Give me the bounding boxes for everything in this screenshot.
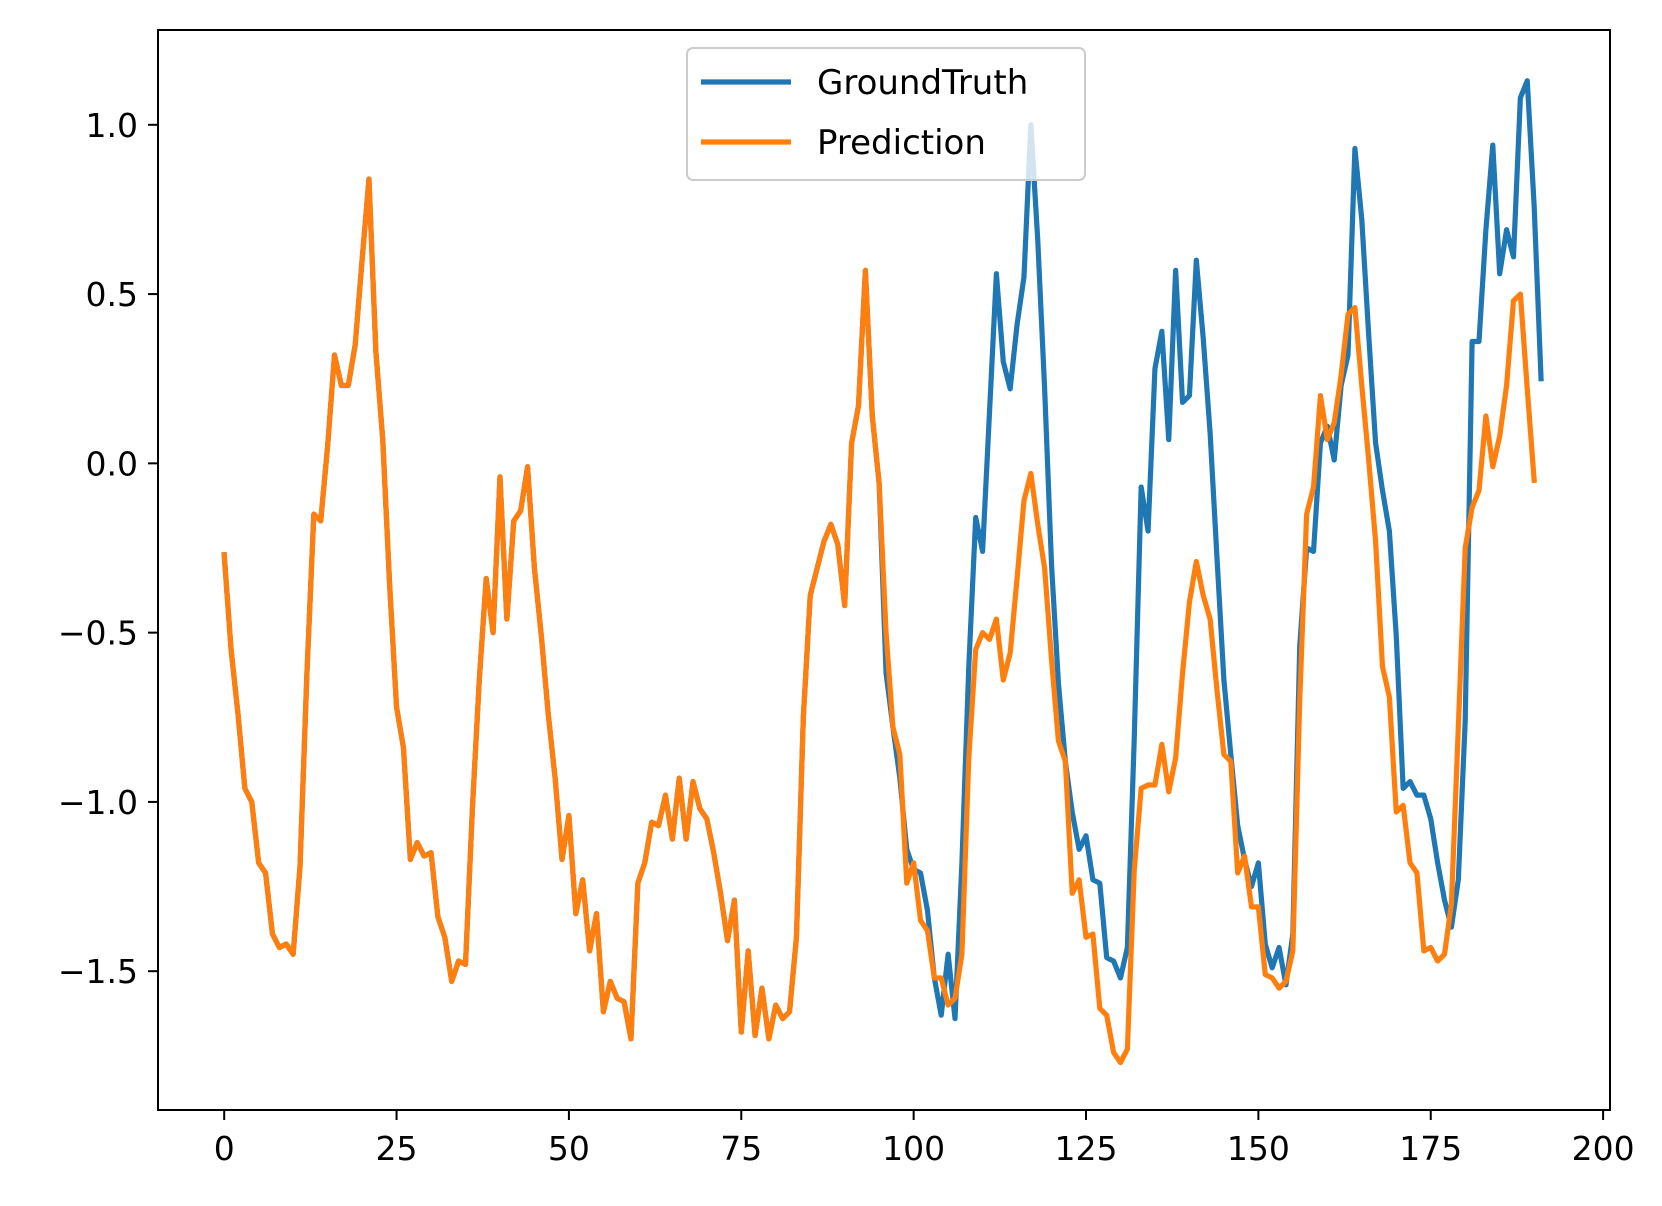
legend: GroundTruth Prediction <box>686 47 1086 181</box>
x-tick-label: 75 <box>720 1129 762 1168</box>
x-tick-label: 0 <box>214 1129 235 1168</box>
x-tick-label: 25 <box>376 1129 418 1168</box>
plot-frame <box>157 29 1611 1111</box>
y-tick-label: −0.5 <box>58 614 138 653</box>
y-tick-label: 0.5 <box>86 275 138 314</box>
y-tick-label: 0.0 <box>86 444 138 483</box>
plot-lines <box>221 78 1544 1066</box>
x-tick-label: 50 <box>548 1129 590 1168</box>
legend-label-groundtruth: GroundTruth <box>817 63 1028 103</box>
legend-label-prediction: Prediction <box>817 123 986 163</box>
x-tick-label: 200 <box>1572 1129 1635 1168</box>
x-tick-label: 150 <box>1227 1129 1290 1168</box>
axes: 0 25 50 75 100 125 150 175 200 −1.5 −1.0 −0.5 0.0 0.5… <box>58 29 1635 1168</box>
series-line-prediction <box>221 176 1537 1066</box>
y-tick-label: −1.0 <box>58 783 138 822</box>
y-tick-label: −1.5 <box>58 952 138 991</box>
y-tick-label: 1.0 <box>86 106 138 145</box>
x-tick-label: 175 <box>1399 1129 1462 1168</box>
x-tick-label: 125 <box>1055 1129 1118 1168</box>
x-tick-label: 100 <box>882 1129 945 1168</box>
